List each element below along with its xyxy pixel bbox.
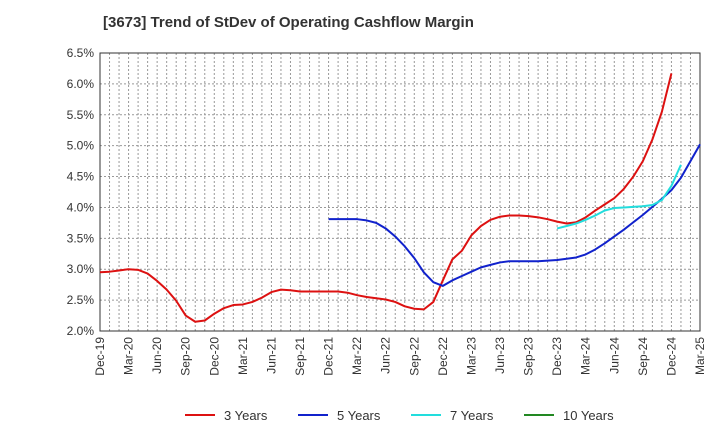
series-line-7-years	[556, 164, 682, 230]
y-tick-label: 5.0%	[67, 139, 95, 153]
x-tick-label: Mar-22	[350, 337, 364, 375]
x-tick-label: Dec-22	[436, 337, 450, 376]
y-tick-label: 4.0%	[67, 200, 95, 214]
y-tick-label: 5.5%	[67, 108, 95, 122]
legend-label: 10 Years	[563, 408, 614, 423]
x-tick-label: Mar-24	[579, 337, 593, 375]
y-tick-label: 6.5%	[67, 46, 95, 60]
x-tick-label: Sep-21	[293, 337, 307, 376]
legend-label: 7 Years	[450, 408, 494, 423]
y-tick-label: 6.0%	[67, 77, 95, 91]
x-tick-label: Dec-23	[550, 337, 564, 376]
series-line-3-years	[99, 73, 673, 323]
legend-label: 3 Years	[224, 408, 268, 423]
y-tick-label: 3.5%	[67, 231, 95, 245]
y-tick-label: 3.0%	[67, 262, 95, 276]
x-tick-label: Jun-20	[150, 337, 164, 374]
x-tick-label: Mar-25	[693, 337, 707, 375]
axis-layer: 2.0% 2.5% 3.0% 3.5% 4.0% 4.5% 5.0% 5.5% 6.0% 6.5%…	[67, 46, 707, 376]
x-tick-label: Sep-22	[407, 337, 421, 376]
x-tick-label: Sep-23	[522, 337, 536, 376]
chart-title: [3673] Trend of StDev of Operating Cashf…	[103, 14, 474, 31]
y-tick-label: 2.0%	[67, 324, 95, 338]
x-tick-label: Jun-22	[379, 337, 393, 374]
x-tick-label: Mar-21	[236, 337, 250, 375]
x-tick-label: Mar-23	[464, 337, 478, 375]
plot-border	[99, 52, 701, 332]
legend-label: 5 Years	[337, 408, 381, 423]
x-tick-label: Dec-20	[207, 337, 221, 376]
x-tick-label: Dec-21	[322, 337, 336, 376]
x-tick-label: Sep-24	[636, 337, 650, 376]
x-tick-label: Jun-21	[264, 337, 278, 374]
x-tick-label: Dec-19	[93, 337, 107, 376]
series-line-5-years	[328, 143, 701, 287]
x-tick-label: Mar-20	[122, 337, 136, 375]
y-tick-label: 2.5%	[67, 293, 95, 307]
series-layer	[99, 73, 701, 323]
x-tick-label: Jun-24	[607, 337, 621, 374]
x-tick-label: Sep-20	[179, 337, 193, 376]
y-tick-label: 4.5%	[67, 170, 95, 184]
legend: 3 Years 5 Years 7 Years 10 Years	[185, 408, 614, 423]
plot-area	[100, 53, 700, 331]
x-tick-label: Dec-24	[664, 337, 678, 376]
x-tick-label: Jun-23	[493, 337, 507, 374]
